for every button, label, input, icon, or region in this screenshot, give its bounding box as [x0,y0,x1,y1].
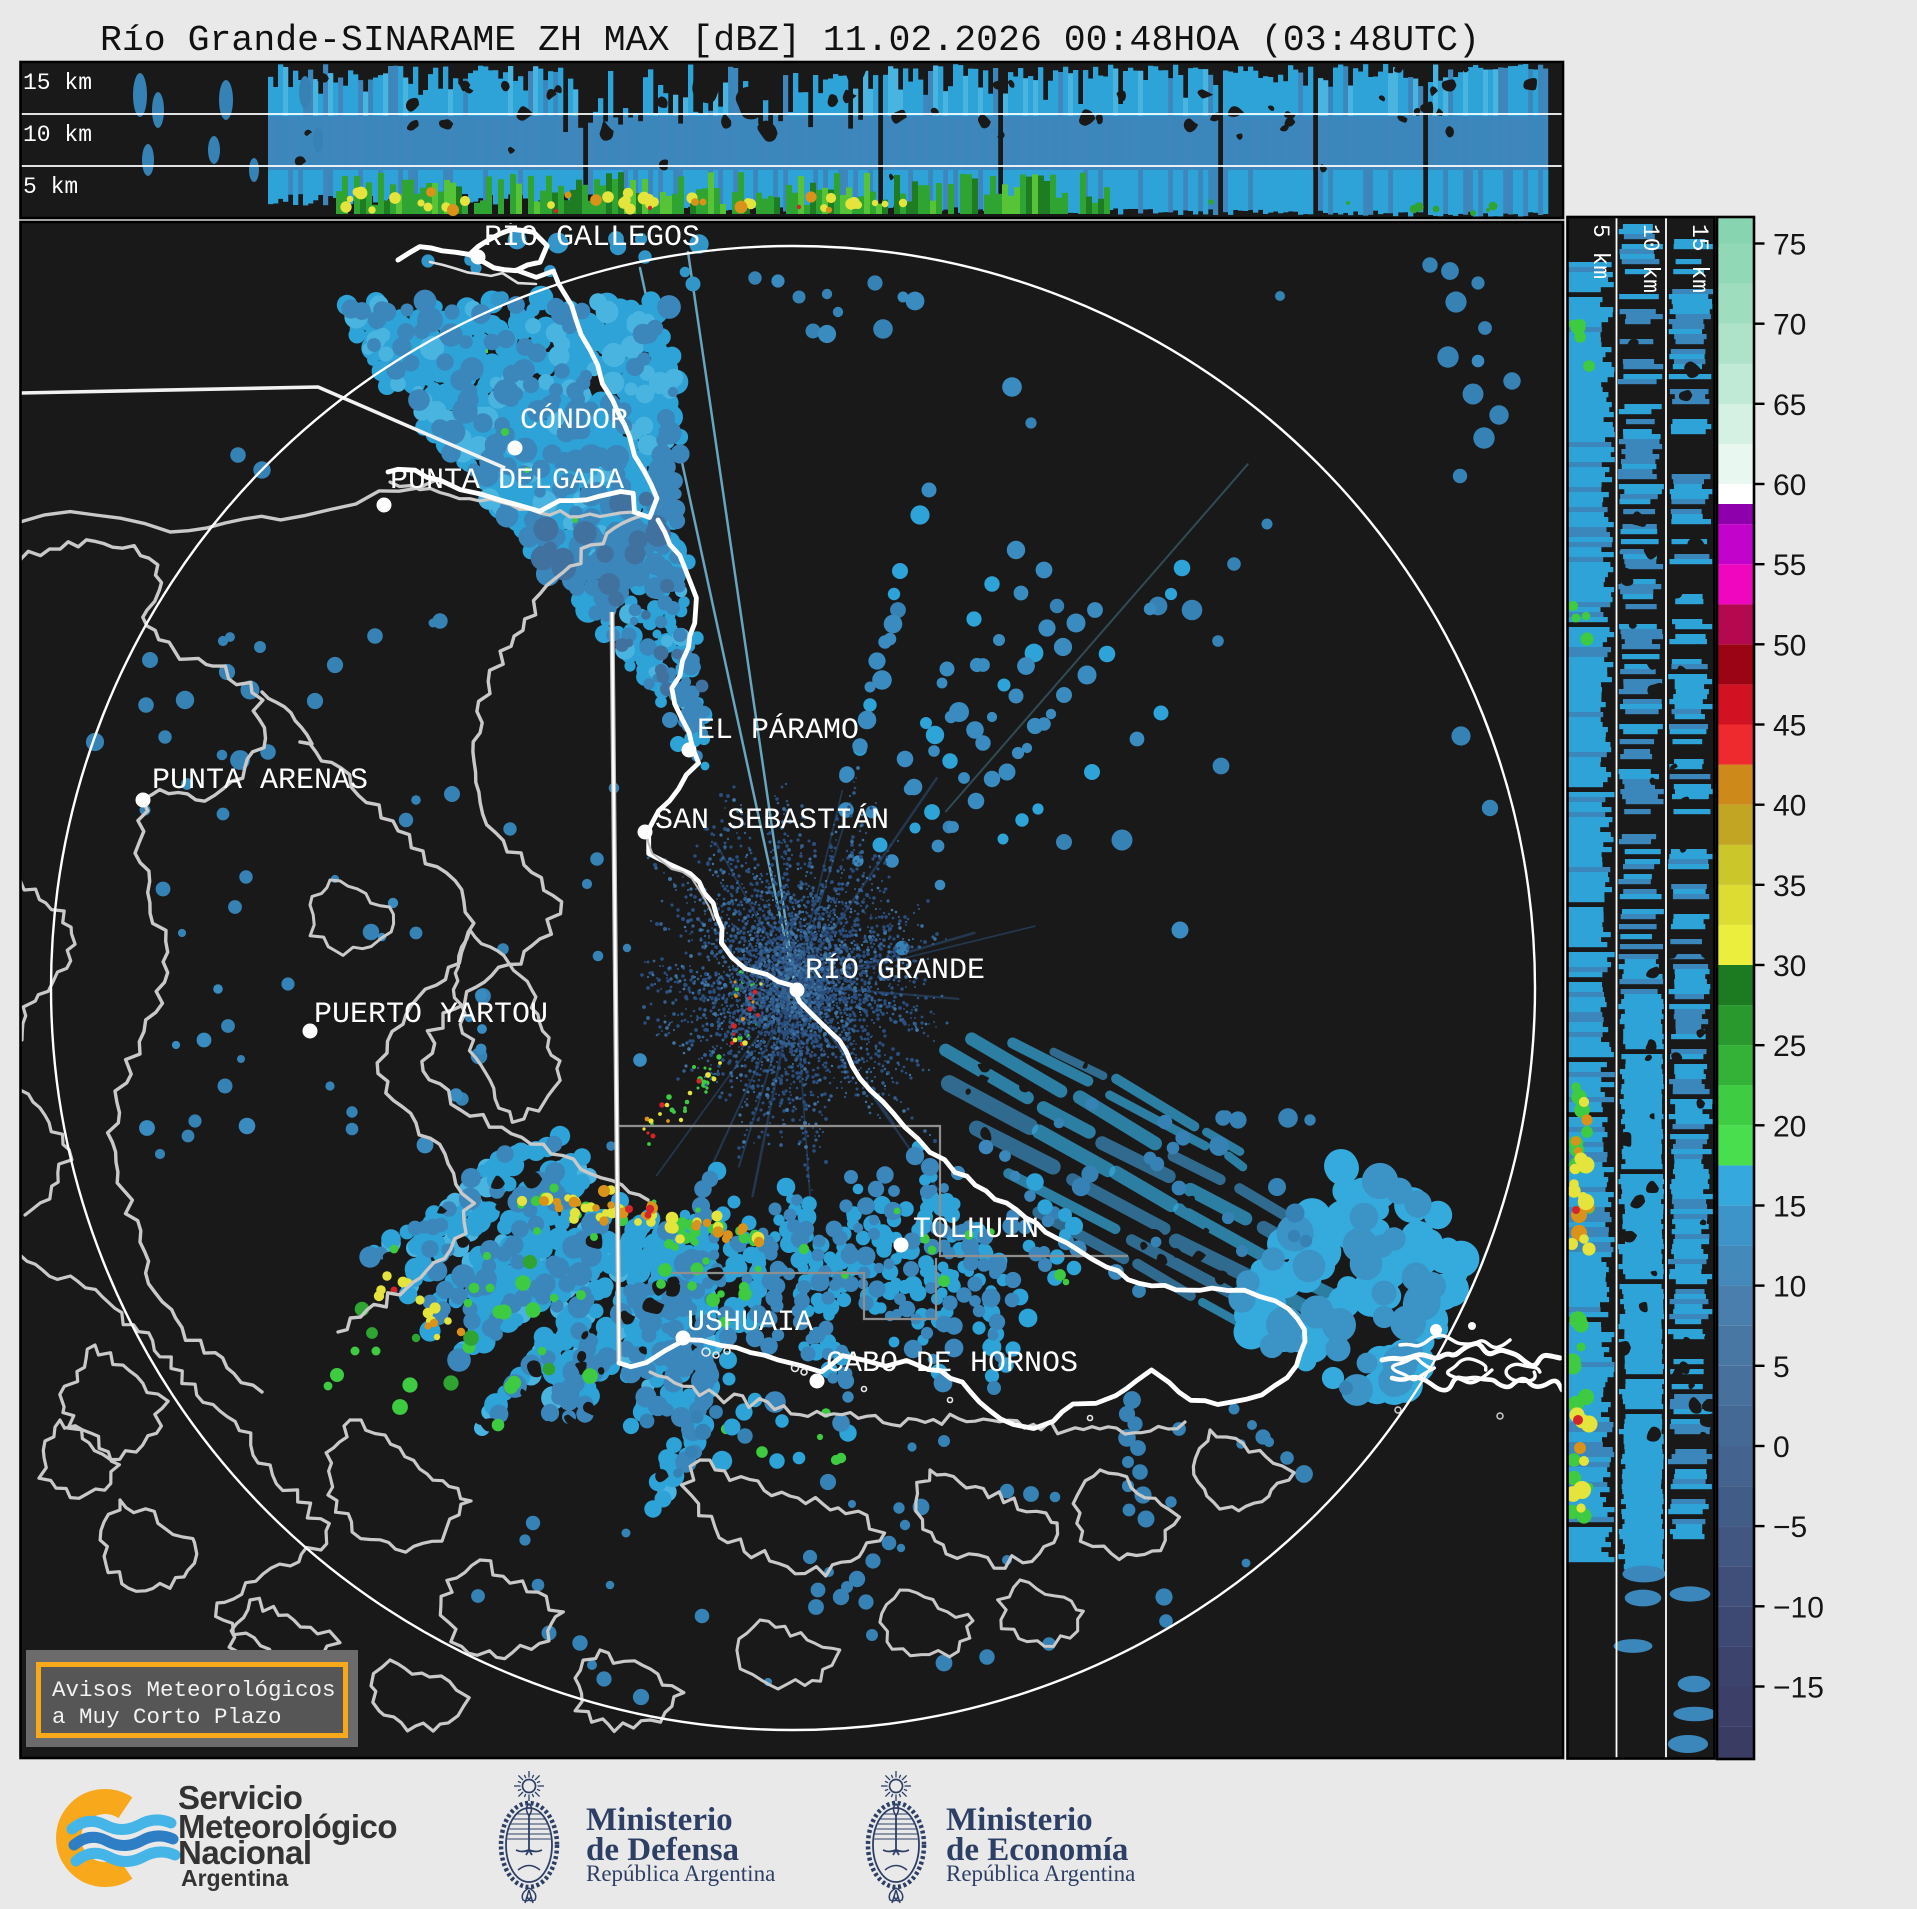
svg-text:10 km: 10 km [23,122,92,148]
svg-text:5 km: 5 km [23,174,78,200]
svg-text:10 km: 10 km [1637,224,1663,293]
svg-text:15 km: 15 km [23,70,92,96]
svg-text:5 km: 5 km [1587,224,1613,279]
svg-text:15 km: 15 km [1686,224,1712,293]
